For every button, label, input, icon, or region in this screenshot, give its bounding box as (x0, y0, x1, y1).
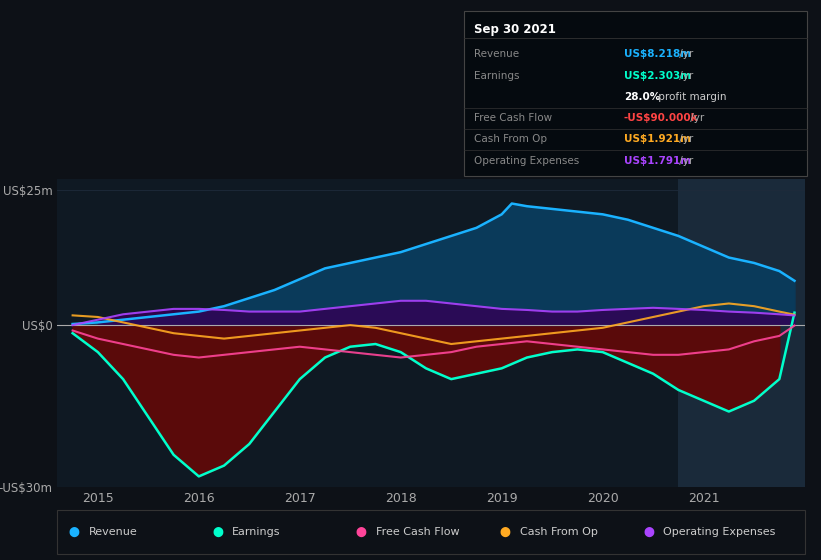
Text: /yr: /yr (677, 71, 694, 81)
Text: Cash From Op: Cash From Op (520, 527, 598, 537)
Text: 28.0%: 28.0% (624, 92, 660, 102)
Text: Free Cash Flow: Free Cash Flow (474, 113, 552, 123)
Text: US$1.921m: US$1.921m (624, 134, 691, 144)
Text: /yr: /yr (677, 134, 694, 144)
Text: /yr: /yr (677, 49, 694, 59)
Text: -US$90.000k: -US$90.000k (624, 113, 699, 123)
Text: Sep 30 2021: Sep 30 2021 (474, 23, 556, 36)
Text: Cash From Op: Cash From Op (474, 134, 547, 144)
Text: /yr: /yr (677, 156, 694, 166)
Text: ⬤: ⬤ (643, 527, 654, 537)
Text: /yr: /yr (686, 113, 704, 123)
Text: ⬤: ⬤ (355, 527, 367, 537)
Text: Free Cash Flow: Free Cash Flow (376, 527, 460, 537)
Text: Revenue: Revenue (89, 527, 137, 537)
Text: ⬤: ⬤ (212, 527, 223, 537)
Text: ⬤: ⬤ (68, 527, 80, 537)
Text: ⬤: ⬤ (499, 527, 511, 537)
Text: US$2.303m: US$2.303m (624, 71, 691, 81)
Text: Revenue: Revenue (474, 49, 519, 59)
Text: profit margin: profit margin (655, 92, 727, 102)
Text: Earnings: Earnings (232, 527, 281, 537)
Text: US$8.218m: US$8.218m (624, 49, 691, 59)
Text: Earnings: Earnings (474, 71, 519, 81)
Bar (678, 179, 805, 487)
Text: Operating Expenses: Operating Expenses (474, 156, 579, 166)
Text: Operating Expenses: Operating Expenses (663, 527, 776, 537)
Text: US$1.791m: US$1.791m (624, 156, 691, 166)
